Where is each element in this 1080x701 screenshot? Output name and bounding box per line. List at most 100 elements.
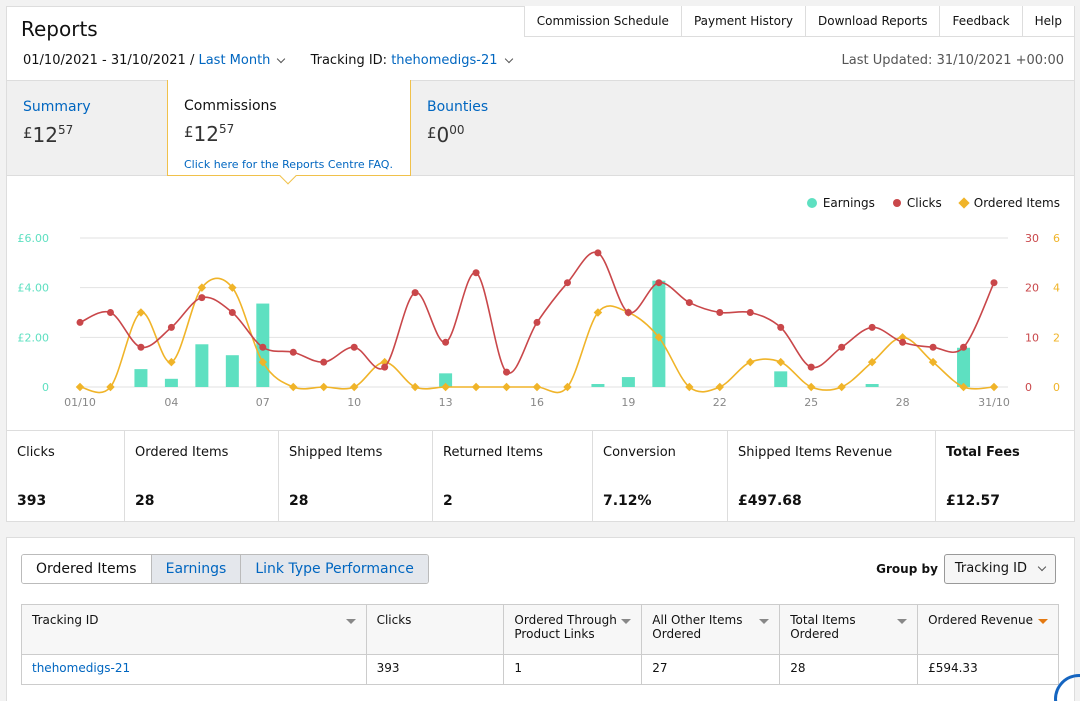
metric-total-fees: Total Fees £12.57 [946, 445, 1020, 509]
clicks-point [411, 289, 419, 297]
subtab-link-type-performance[interactable]: Link Type Performance [240, 555, 428, 583]
sort-icon[interactable] [759, 619, 770, 624]
col-ordered-revenue[interactable]: Ordered Revenue [917, 604, 1059, 655]
group-by: Group by Tracking ID [876, 554, 1056, 584]
cell-tracking-id[interactable]: thehomedigs-21 [21, 654, 367, 685]
cell-ordered-revenue: £594.33 [917, 654, 1059, 685]
sort-active-icon[interactable] [1038, 619, 1048, 624]
table-header-row: Tracking ID Clicks Ordered Through Produ… [21, 604, 1059, 655]
clicks-point [76, 318, 84, 326]
clicks-point [868, 323, 876, 331]
ordered-items-point [410, 382, 420, 392]
tab-summary[interactable]: Summary £1257 [23, 99, 91, 147]
col-clicks[interactable]: Clicks [365, 604, 505, 655]
chevron-down-icon[interactable] [504, 54, 513, 64]
commission-schedule-link[interactable]: Commission Schedule [524, 6, 682, 36]
subtab-earnings[interactable]: Earnings [150, 555, 241, 583]
clicks-point [503, 368, 511, 376]
ordered-items-point [837, 382, 846, 392]
tab-commissions[interactable]: Commissions £1257 Click here for the Rep… [167, 80, 411, 185]
sort-icon[interactable] [621, 619, 632, 624]
report-subtabs: Ordered Items Earnings Link Type Perform… [21, 554, 429, 584]
ordered-items-point [715, 382, 725, 392]
x-tick: 04 [164, 396, 178, 409]
x-tick: 13 [439, 396, 453, 409]
clicks-point [289, 348, 297, 356]
metric-clicks: Clicks 393 [7, 431, 125, 522]
clicks-point [259, 343, 267, 351]
metric-conversion: Conversion 7.12% [593, 431, 728, 522]
chevron-down-icon[interactable] [277, 54, 286, 64]
earnings-bar [621, 377, 635, 387]
earnings-bar [164, 378, 178, 387]
filter-row: 01/10/2021 - 31/10/2021 / Last Month Tra… [23, 53, 513, 68]
col-ordered-through-links[interactable]: Ordered Through Product Links [503, 604, 643, 655]
feedback-link[interactable]: Feedback [940, 6, 1023, 36]
y-tick-clicks: 20 [1025, 282, 1039, 295]
clicks-point [350, 343, 358, 351]
col-all-other-items[interactable]: All Other Items Ordered [641, 604, 781, 655]
cell-all-other-items: 27 [641, 654, 781, 685]
x-tick: 25 [804, 396, 818, 409]
clicks-point [990, 279, 998, 287]
x-tick: 19 [621, 396, 635, 409]
download-reports-link[interactable]: Download Reports [805, 6, 941, 36]
y-tick-ordered: 2 [1053, 331, 1060, 344]
earnings-bar [195, 344, 209, 387]
clicks-point [198, 294, 206, 302]
ordered-items-point [989, 382, 999, 392]
clicks-point [746, 309, 754, 316]
ordered-items-point [349, 382, 359, 392]
cell-total-items: 28 [779, 654, 919, 685]
clicks-point [137, 343, 145, 351]
payment-history-link[interactable]: Payment History [681, 6, 806, 36]
legend-clicks[interactable]: Clicks [892, 196, 942, 210]
ordered-diamond-icon [958, 197, 970, 209]
clicks-point [594, 249, 602, 257]
top-nav: Commission Schedule Payment History Down… [523, 6, 1075, 37]
ordered-items-point [106, 382, 115, 392]
sort-icon[interactable] [897, 619, 908, 624]
tracking-id-dropdown[interactable]: thehomedigs-21 [391, 53, 498, 68]
period-dropdown[interactable]: Last Month [198, 53, 271, 68]
legend-earnings[interactable]: Earnings [806, 196, 875, 210]
faq-link[interactable]: Click here for the Reports Centre FAQ. [184, 158, 393, 171]
clicks-point [381, 363, 389, 371]
x-tick: 01/10 [64, 396, 96, 409]
clicks-point [655, 279, 663, 287]
commissions-value: £1257 [184, 122, 235, 146]
group-by-select[interactable]: Tracking ID [943, 554, 1056, 584]
ordered-items-point [471, 382, 481, 392]
clicks-dot-icon [892, 199, 901, 207]
y-tick-ordered: 0 [1053, 381, 1060, 394]
x-tick: 31/10 [978, 396, 1010, 409]
ordered-items-point [136, 308, 146, 317]
earnings-bar [957, 347, 971, 387]
clicks-point [533, 318, 541, 326]
legend-ordered-items[interactable]: Ordered Items [958, 196, 1060, 210]
tab-summary-label[interactable]: Summary [23, 99, 91, 115]
tab-bounties[interactable]: Bounties £000 [427, 99, 488, 147]
ordered-items-point [563, 382, 572, 392]
clicks-point [472, 269, 480, 277]
earnings-bar [225, 355, 239, 387]
y-tick-ordered: 4 [1053, 282, 1060, 295]
col-total-items[interactable]: Total Items Ordered [779, 604, 919, 655]
col-tracking-id[interactable]: Tracking ID [21, 604, 367, 655]
ordered-items-point [289, 382, 298, 392]
clicks-point [320, 358, 328, 366]
tab-bounties-label[interactable]: Bounties [427, 99, 489, 115]
clicks-point [899, 338, 907, 346]
subtab-ordered-items[interactable]: Ordered Items [22, 555, 151, 583]
help-link[interactable]: Help [1022, 6, 1075, 36]
clicks-line [79, 251, 995, 374]
y-tick-earnings: £2.00 [18, 331, 50, 344]
ordered-items-point [441, 382, 450, 392]
metric-shipped-revenue: Shipped Items Revenue £497.68 [728, 431, 936, 522]
clicks-point [624, 309, 632, 316]
date-range: 01/10/2021 - 31/10/2021 / [23, 53, 195, 68]
clicks-point [838, 343, 846, 351]
ordered-items-table: Tracking ID Clicks Ordered Through Produ… [21, 604, 1059, 685]
ordered-items-point [685, 382, 694, 392]
sort-icon[interactable] [345, 619, 356, 624]
